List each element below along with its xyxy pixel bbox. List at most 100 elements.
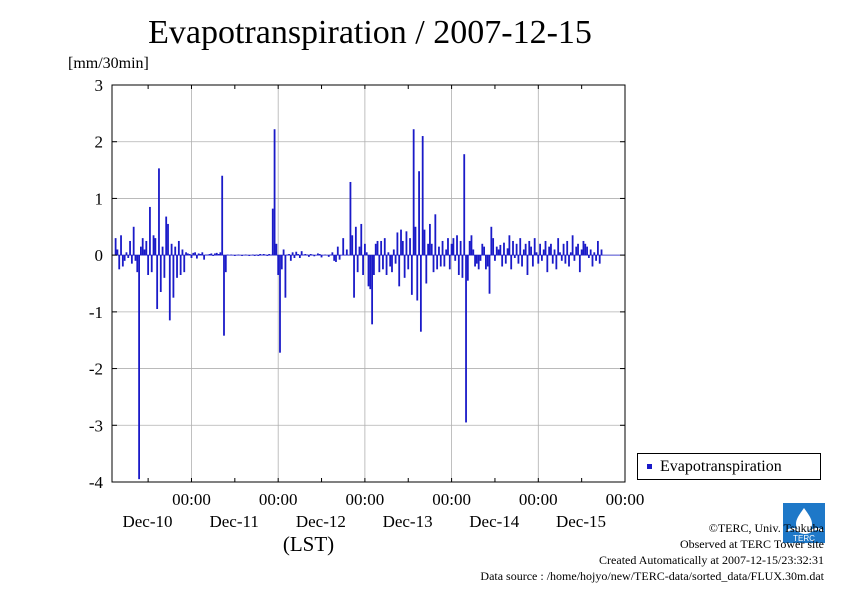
bar xyxy=(177,240,180,256)
bar xyxy=(179,255,182,275)
y-tick-label: 3 xyxy=(95,76,104,95)
bar xyxy=(353,255,355,298)
bar xyxy=(369,255,372,290)
bar xyxy=(456,235,458,256)
bar xyxy=(224,255,227,273)
bar xyxy=(208,254,211,256)
bar xyxy=(438,246,440,256)
x-tick-time-label: 00:00 xyxy=(346,490,385,509)
bar xyxy=(394,255,397,264)
bar xyxy=(143,249,146,256)
bar xyxy=(291,252,294,256)
x-tick-date-label: Dec-10 xyxy=(122,512,172,531)
bar xyxy=(165,216,168,256)
bar xyxy=(360,223,363,256)
bar xyxy=(210,253,213,256)
x-tick-time-label: 00:00 xyxy=(606,490,645,509)
bar xyxy=(434,214,437,256)
bar xyxy=(118,255,121,270)
bar xyxy=(376,240,379,256)
bar xyxy=(513,255,516,258)
bar xyxy=(167,223,169,256)
bar xyxy=(365,252,368,256)
bar xyxy=(472,249,475,256)
bar xyxy=(186,253,189,256)
bar xyxy=(127,255,130,258)
bar xyxy=(398,255,401,287)
bar xyxy=(161,246,164,256)
bar xyxy=(559,252,561,256)
bar xyxy=(120,235,122,256)
bar xyxy=(503,242,505,256)
bar xyxy=(531,255,534,267)
bar xyxy=(125,252,128,256)
x-tick-date-label: Dec-13 xyxy=(383,512,433,531)
legend-label: Evapotranspiration xyxy=(660,457,782,475)
bar xyxy=(280,255,283,270)
bar xyxy=(297,254,299,256)
bar xyxy=(463,154,466,256)
bar xyxy=(114,238,117,256)
x-tick-date-label: Dec-15 xyxy=(556,512,606,531)
bar xyxy=(152,235,155,256)
bar xyxy=(219,252,222,256)
bar xyxy=(405,231,408,256)
x-tick-time-label: 00:00 xyxy=(259,490,298,509)
bar xyxy=(447,238,449,256)
bar xyxy=(419,255,422,332)
bar xyxy=(526,255,529,275)
bar xyxy=(466,255,469,281)
bar xyxy=(430,243,433,256)
bar xyxy=(170,243,173,256)
bar xyxy=(262,254,265,256)
bar xyxy=(181,249,184,256)
bar xyxy=(578,255,581,273)
bar xyxy=(130,255,133,264)
bar xyxy=(145,240,148,256)
bar xyxy=(307,255,310,257)
bar xyxy=(271,208,274,256)
x-tick-time-label: 00:00 xyxy=(172,490,211,509)
bar xyxy=(539,243,542,256)
bar xyxy=(418,171,420,256)
bar xyxy=(475,255,478,264)
x-tick-time-label: 00:00 xyxy=(432,490,471,509)
bar xyxy=(201,252,204,256)
bar xyxy=(338,255,341,260)
bar xyxy=(176,255,178,278)
bar xyxy=(528,240,531,256)
bar xyxy=(221,175,224,256)
terc-logo-icon: TERC xyxy=(783,503,825,543)
bar xyxy=(495,246,498,256)
bar xyxy=(214,253,216,256)
bar xyxy=(427,243,430,256)
svg-text:TERC: TERC xyxy=(793,534,815,543)
bar xyxy=(429,223,431,256)
bar xyxy=(279,255,281,353)
bar xyxy=(492,238,495,256)
bar xyxy=(423,229,426,256)
bar xyxy=(541,255,543,261)
bar xyxy=(591,255,594,267)
bar xyxy=(571,235,574,256)
bar xyxy=(380,240,383,256)
bar xyxy=(392,249,395,256)
x-tick-date-label: Dec-12 xyxy=(296,512,346,531)
bar xyxy=(188,254,191,256)
bar xyxy=(401,240,404,256)
bar xyxy=(550,243,552,256)
bar xyxy=(282,249,285,256)
y-tick-label: -4 xyxy=(89,473,104,492)
bar xyxy=(468,240,471,256)
bar xyxy=(483,246,486,256)
bar xyxy=(273,129,276,256)
bar xyxy=(183,255,186,273)
observed-text: Observed at TERC Tower site xyxy=(679,537,824,551)
bar xyxy=(586,246,588,256)
bar xyxy=(318,254,321,256)
bar xyxy=(304,254,307,256)
bar xyxy=(477,255,480,270)
bar xyxy=(373,255,375,275)
bar xyxy=(593,252,596,256)
bar xyxy=(555,255,558,270)
